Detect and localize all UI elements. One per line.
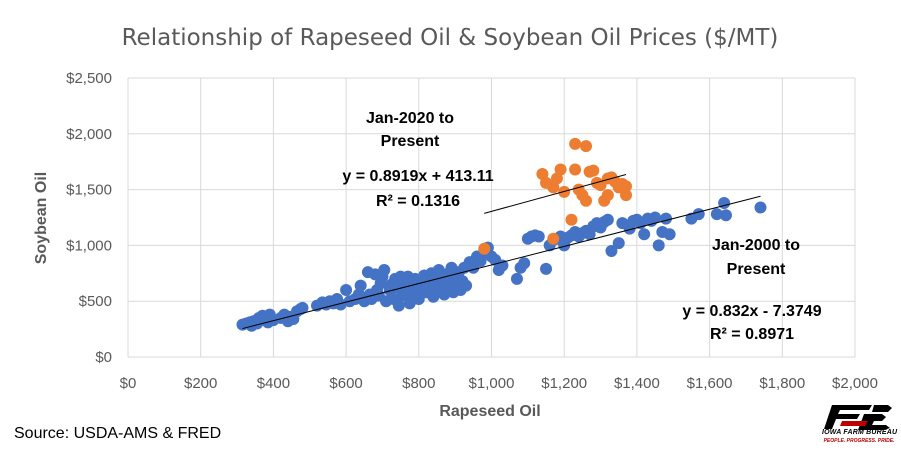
x-tick-label: $200: [184, 375, 217, 392]
trendline-2020-present: [484, 174, 627, 214]
x-tick-label: $1,600: [687, 375, 733, 392]
iowa-farm-bureau-logo: IOWA FARM BUREAU PEOPLE. PROGRESS. PRIDE…: [822, 403, 898, 449]
point-2000-present: [378, 263, 391, 276]
x-axis-ticks: $0 $200 $400 $600 $800 $1,000 $1,200 $1,400 $1,6…: [120, 375, 878, 392]
point-2000-present: [392, 299, 405, 312]
x-tick-label: $0: [120, 375, 137, 392]
x-tick-label: $1,000: [469, 375, 515, 392]
point-2000-present: [612, 237, 625, 250]
point-2020-present: [619, 189, 632, 202]
point-2000-present: [518, 257, 531, 270]
farm-bureau-fb-icon: [824, 405, 892, 430]
y-tick-label: $0: [95, 349, 112, 366]
point-2000-present: [719, 209, 732, 222]
chart-title: Relationship of Rapeseed Oil & Soybean O…: [122, 25, 779, 51]
point-2000-present: [601, 213, 614, 226]
annotation-2000-equation: y = 0.832x - 7.3749: [682, 303, 821, 320]
logo-tagline: PEOPLE. PROGRESS. PRIDE.: [823, 438, 895, 444]
point-2000-present: [354, 279, 367, 292]
x-tick-label: $1,400: [614, 375, 660, 392]
point-2020-present: [580, 140, 593, 153]
x-tick-label: $1,800: [759, 375, 805, 392]
point-2000-present: [296, 301, 309, 314]
point-2000-present: [334, 298, 347, 311]
y-tick-label: $1,000: [66, 237, 112, 254]
point-2020-present: [478, 242, 491, 255]
logo-wordmark: IOWA FARM BUREAU: [822, 429, 898, 436]
y-tick-label: $500: [79, 293, 112, 310]
x-tick-label: $1,200: [541, 375, 587, 392]
source-note: Source: USDA-AMS & FRED: [14, 425, 222, 442]
annotation-2000-line1: Jan-2000 to: [712, 237, 800, 254]
point-2020-present: [554, 163, 567, 176]
x-tick-label: $400: [257, 375, 290, 392]
point-2000-present: [652, 239, 665, 252]
point-2000-present: [659, 212, 672, 225]
point-2020-present: [547, 232, 560, 245]
point-2000-present: [692, 208, 705, 221]
point-2000-present: [540, 262, 553, 275]
y-axis-ticks: $0 $500 $1,000 $1,500 $2,000 $2,500: [66, 70, 112, 366]
point-2000-present: [532, 230, 545, 243]
point-2000-present: [340, 284, 353, 297]
point-2000-present: [718, 196, 731, 209]
point-2000-present: [710, 208, 723, 221]
y-tick-label: $1,500: [66, 182, 112, 199]
y-tick-label: $2,000: [66, 126, 112, 143]
point-2020-present: [580, 194, 593, 207]
x-axis-label: Rapeseed Oil: [439, 403, 540, 420]
point-2000-present: [754, 201, 767, 214]
point-2020-present: [619, 180, 632, 193]
y-tick-label: $2,500: [66, 70, 112, 87]
trendlines: [242, 174, 761, 330]
point-2020-present: [569, 137, 582, 150]
point-2000-present: [510, 272, 523, 285]
annotation-2000-line2: Present: [727, 261, 786, 278]
x-tick-label: $2,000: [832, 375, 878, 392]
point-2020-present: [587, 164, 600, 177]
annotation-2020-r2: R² = 0.1316: [376, 193, 460, 210]
point-2020-present: [601, 189, 614, 202]
x-tick-label: $600: [329, 375, 362, 392]
point-2000-present: [638, 228, 651, 241]
y-axis-label: Soybean Oil: [33, 172, 50, 264]
point-2000-present: [605, 244, 618, 257]
point-2000-present: [663, 228, 676, 241]
annotation-2020-line1: Jan-2020 to: [366, 110, 454, 127]
annotation-2020-line2: Present: [381, 133, 440, 150]
x-tick-label: $800: [402, 375, 435, 392]
point-2020-present: [565, 213, 578, 226]
trendline-2000-present: [242, 195, 761, 330]
point-2020-present: [569, 163, 582, 176]
point-2000-present: [460, 279, 473, 292]
annotation-2020-equation: y = 0.8919x + 413.11: [342, 168, 493, 185]
point-2000-present: [649, 211, 662, 224]
annotation-2000-r2: R² = 0.8971: [710, 326, 794, 343]
